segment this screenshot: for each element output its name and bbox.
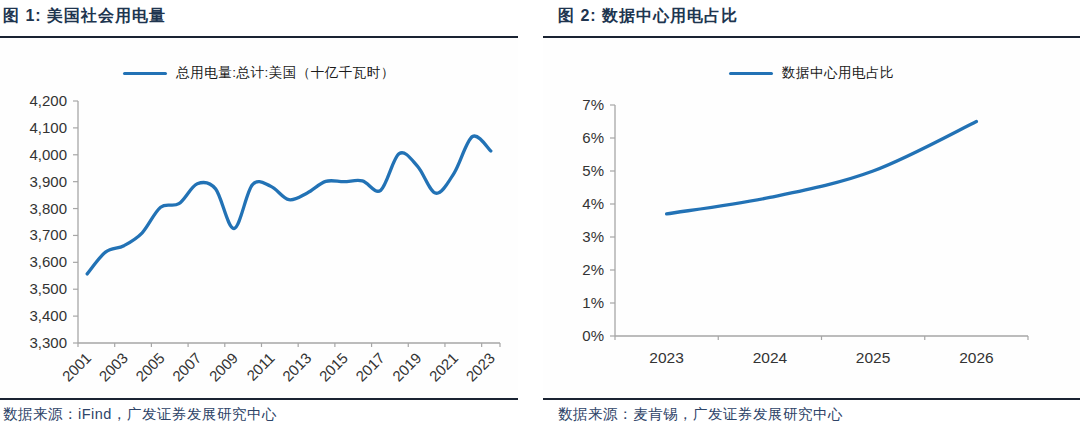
y-tick-label: 6%	[582, 129, 604, 146]
x-tick-label: 2007	[169, 349, 205, 385]
x-tick-label: 2019	[389, 349, 425, 385]
chart-area: 0%1%2%3%4%5%6%7%2023202420252026 数据中心用电占…	[543, 38, 1080, 398]
figure-title: 图 2: 数据中心用电占比	[543, 0, 1080, 38]
data-source: 数据来源：麦肯锡，广发证券发展研究中心	[543, 398, 1080, 424]
y-tick-label: 4,100	[29, 119, 67, 136]
x-tick-label: 2005	[132, 349, 168, 385]
figure-title: 图 1: 美国社会用电量	[0, 0, 518, 38]
y-tick-label: 3,800	[29, 200, 67, 217]
y-tick-label: 5%	[582, 162, 604, 179]
y-tick-label: 3,300	[29, 334, 67, 351]
x-tick-label: 2017	[352, 349, 388, 385]
chart-canvas: 0% 1% 2% 3% 4% 5% 6% 7% 2023 2024 2025 2026	[543, 38, 1080, 398]
y-tick-label: 0%	[582, 327, 604, 344]
chart-canvas: 3,300 3,400 3,500 3,600 3,700 3,800 3,900 4,000…	[0, 38, 518, 398]
y-tick-label: 2%	[582, 261, 604, 278]
data-line	[87, 136, 491, 274]
y-tick-label: 3,900	[29, 173, 67, 190]
figure-panel-datacenter-share: 图 2: 数据中心用电占比 0% 1% 2% 3% 4% 5% 6% 7% 2023 2024 20…	[543, 0, 1080, 424]
y-tick-label: 7%	[582, 96, 604, 113]
y-tick-label: 4,000	[29, 146, 67, 163]
x-tick-label: 2011	[243, 349, 278, 384]
report-figures-row: 图 1: 美国社会用电量 3,3003,4003,5003,6003,7003,…	[0, 0, 1080, 424]
data-source: 数据来源：iFind，广发证券发展研究中心	[0, 398, 518, 424]
x-tick-label: 2013	[279, 349, 315, 385]
figure-panel-us-electricity: 图 1: 美国社会用电量 3,3003,4003,5003,6003,7003,…	[0, 0, 518, 424]
x-tick-label: 2001	[59, 349, 95, 385]
y-tick-label: 4,200	[29, 92, 67, 109]
y-tick-label: 3%	[582, 228, 604, 245]
chart-area: 3,300 3,400 3,500 3,600 3,700 3,800 3,900 4,000…	[0, 38, 518, 398]
x-tick-label: 2025	[856, 349, 890, 366]
y-tick-label: 4%	[582, 195, 604, 212]
x-tick-label: 2023	[462, 349, 498, 385]
y-tick-label: 1%	[582, 294, 604, 311]
x-tick-label: 2021	[426, 349, 462, 385]
data-line	[667, 122, 977, 214]
y-tick-label: 3,600	[29, 253, 67, 270]
x-tick-label: 2009	[206, 349, 242, 385]
y-tick-label: 3,400	[29, 307, 67, 324]
x-tick-label: 2026	[959, 349, 993, 366]
y-tick-label: 3,500	[29, 280, 67, 297]
x-tick-label: 2015	[316, 349, 352, 385]
x-tick-label: 2023	[649, 349, 683, 366]
x-tick-label: 2003	[95, 349, 131, 385]
y-tick-label: 3,700	[29, 226, 67, 243]
x-tick-label: 2024	[753, 349, 788, 366]
